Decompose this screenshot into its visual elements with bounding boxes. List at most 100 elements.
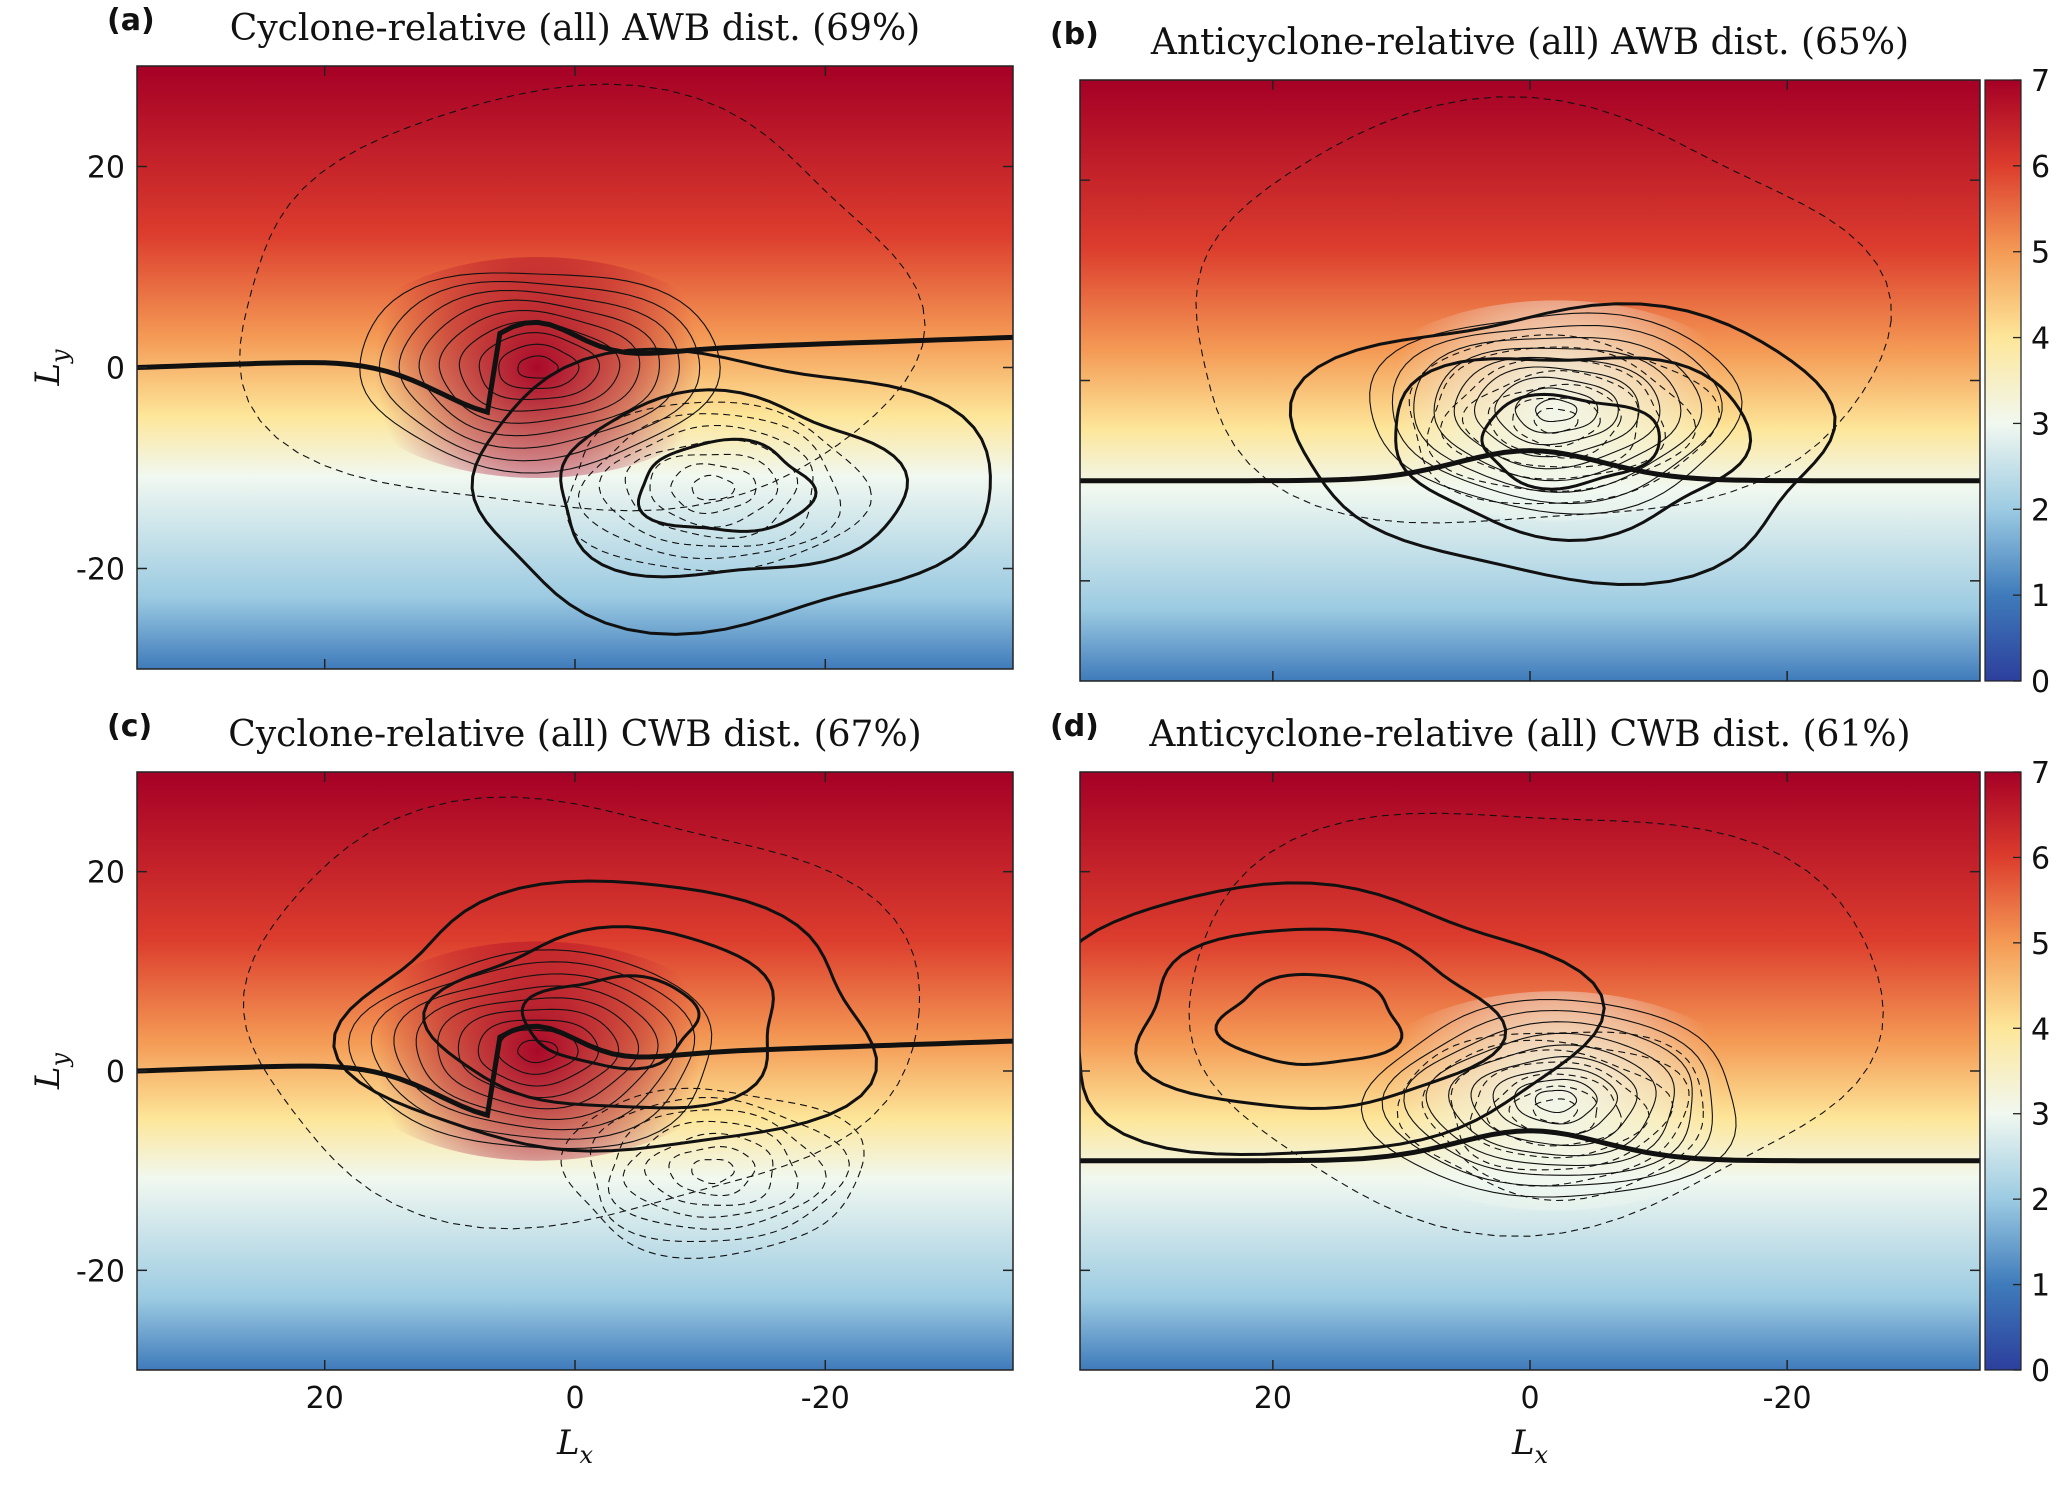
density-contour (422, 925, 775, 1110)
thin-contour (1448, 1044, 1657, 1157)
colorbar (1984, 771, 2022, 1371)
colorbar-tick-label: 6 (2031, 150, 2050, 185)
x-tick-label: 0 (565, 1381, 584, 1416)
thin-contour (348, 949, 713, 1150)
density-contour (332, 879, 878, 1153)
dashed-contour (649, 453, 779, 528)
interface-line (137, 319, 1013, 416)
density-contour (1134, 927, 1508, 1111)
dashed-contour (589, 1097, 850, 1243)
anomaly-core (337, 256, 738, 479)
panel-title: Anticyclone-relative (all) CWB dist. (61… (1148, 714, 1910, 755)
y-tick-label: 20 (87, 856, 125, 891)
dashed-contour (624, 439, 799, 539)
density-contour (470, 347, 992, 636)
thin-contour (1514, 387, 1599, 434)
thin-contour (1360, 999, 1737, 1198)
interface-line (1080, 1128, 1980, 1164)
density-contour (1080, 881, 1606, 1157)
dashed-contour (1440, 358, 1666, 480)
colorbar-tick-label: 0 (2031, 1354, 2050, 1389)
thin-contour (477, 1019, 599, 1087)
thin-contour (1425, 1032, 1675, 1167)
x-axis-label: Lx (1511, 1423, 1549, 1469)
thin-contour (1403, 1021, 1693, 1176)
thin-contour (498, 343, 580, 389)
thin-contour (393, 973, 678, 1131)
colorbar (1984, 79, 2022, 682)
density-contour (1214, 972, 1404, 1067)
density-contour (520, 974, 701, 1071)
colorbar-tick-label: 2 (2031, 1183, 2050, 1218)
thin-contour (418, 299, 660, 437)
colorbar-tick-label: 1 (2031, 579, 2050, 614)
dashed-contour (566, 401, 873, 572)
outer-dashed-contour (239, 83, 926, 512)
panel-2: 20 0 -20 20 0 -20 (c) Cyclone-relative (all) CW… (28, 709, 1014, 1469)
x-tick-label: 20 (306, 1381, 344, 1416)
dashed-contour (1508, 1085, 1598, 1135)
outer-dashed-contour (1195, 96, 1892, 524)
thin-contour (1473, 366, 1640, 458)
x-tick-label: -20 (801, 1381, 850, 1416)
interface-line (137, 1023, 1013, 1119)
x-tick-label: -20 (1763, 1381, 1812, 1416)
dashed-contour (598, 424, 814, 547)
thin-contour (478, 332, 601, 401)
dashed-contour (1533, 407, 1579, 434)
thin-contour (398, 289, 680, 449)
thin-contour (517, 1039, 559, 1064)
dashed-contour (644, 1132, 774, 1206)
dashed-contour (1421, 1039, 1690, 1187)
panel-title: Cyclone-relative (all) CWB dist. (67%) (228, 714, 921, 755)
thin-contour (1492, 1067, 1619, 1136)
colorbar-tick-label: 7 (2031, 756, 2050, 791)
thin-contour (1369, 312, 1743, 515)
density-contour (1394, 356, 1753, 543)
dashed-contour (622, 1120, 799, 1218)
thin-contour (415, 985, 659, 1120)
panel-1: (b) Anticyclone-relative (all) AWB dist. … (1050, 17, 2050, 700)
thin-contour (437, 997, 640, 1110)
y-tick-label: -20 (76, 553, 125, 588)
dashed-contour (691, 474, 736, 501)
colorbar-tick-label: 3 (2031, 1098, 2050, 1133)
x-axis-label: Lx (556, 1423, 594, 1469)
y-axis-label: Ly (28, 349, 74, 387)
colorbar-tick-label: 7 (2031, 64, 2050, 99)
x-tick-label: 0 (1520, 1381, 1539, 1416)
dashed-contour (670, 463, 757, 515)
dashed-contour (668, 1146, 756, 1197)
colorbar-tick-label: 6 (2031, 841, 2050, 876)
colorbar-tick-label: 3 (2031, 407, 2050, 442)
colorbar-tick-label: 0 (2031, 665, 2050, 700)
y-tick-label: 0 (106, 1055, 125, 1090)
anomaly-core (1350, 991, 1762, 1211)
colorbar-tick-label: 5 (2031, 927, 2050, 962)
thin-contour (1494, 376, 1619, 446)
thin-contour (370, 961, 696, 1140)
y-axis-label: Ly (28, 1052, 74, 1090)
thin-contour (457, 1008, 620, 1099)
colorbar-tick-label: 5 (2031, 236, 2050, 271)
colorbar-tick-label: 4 (2031, 322, 2050, 357)
panel-label: (d) (1050, 709, 1099, 744)
thin-contour (1381, 1009, 1713, 1187)
y-tick-label: 20 (87, 151, 125, 186)
thin-contour (1453, 356, 1661, 470)
colorbar-tick-label: 4 (2031, 1012, 2050, 1047)
density-contour (1288, 302, 1837, 587)
dashed-contour (607, 1109, 827, 1230)
density-contour (559, 388, 910, 579)
panel-label: (c) (107, 709, 152, 744)
panel-3: 2 0 0 -20 (d) Anticyclone-relative (all) CWB … (1050, 709, 2050, 1469)
panel-title: Cyclone-relative (all) AWB dist. (69%) (230, 8, 920, 49)
colorbar-tick-label: 1 (2031, 1269, 2050, 1304)
colorbar-tick-label: 2 (2031, 493, 2050, 528)
thin-contour (1535, 398, 1578, 423)
dashed-contour (1469, 1061, 1650, 1159)
outer-dashed-contour (1188, 812, 1884, 1237)
dashed-contour (1396, 1031, 1704, 1202)
dashed-contour (691, 1158, 735, 1185)
